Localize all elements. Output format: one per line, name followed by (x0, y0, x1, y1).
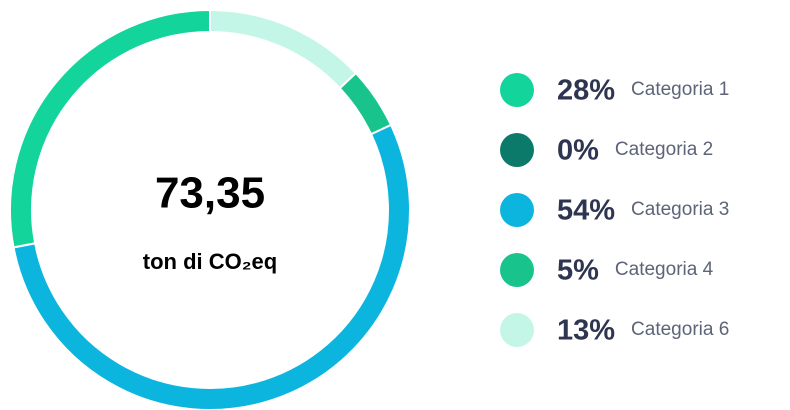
legend-label: Categoria 4 (615, 259, 714, 280)
donut-segment (209, 8, 358, 90)
legend-swatch (500, 253, 534, 287)
legend-value: 13% (557, 315, 615, 347)
center-unit: ton di CO₂eq (143, 249, 277, 274)
legend-value: 54% (557, 195, 615, 227)
legend-swatch (500, 133, 534, 167)
legend-label: Categoria 6 (631, 319, 729, 340)
legend-swatch (500, 193, 534, 227)
legend-swatch (500, 73, 534, 107)
legend-value: 28% (557, 75, 615, 107)
legend-label: Categoria 1 (631, 79, 729, 100)
legend-swatch (500, 313, 534, 347)
legend-value: 5% (557, 255, 599, 287)
center-value: 73,35 (155, 169, 265, 218)
legend-value: 0% (557, 135, 599, 167)
legend-label: Categoria 3 (631, 199, 729, 220)
legend-label: Categoria 2 (615, 139, 713, 160)
